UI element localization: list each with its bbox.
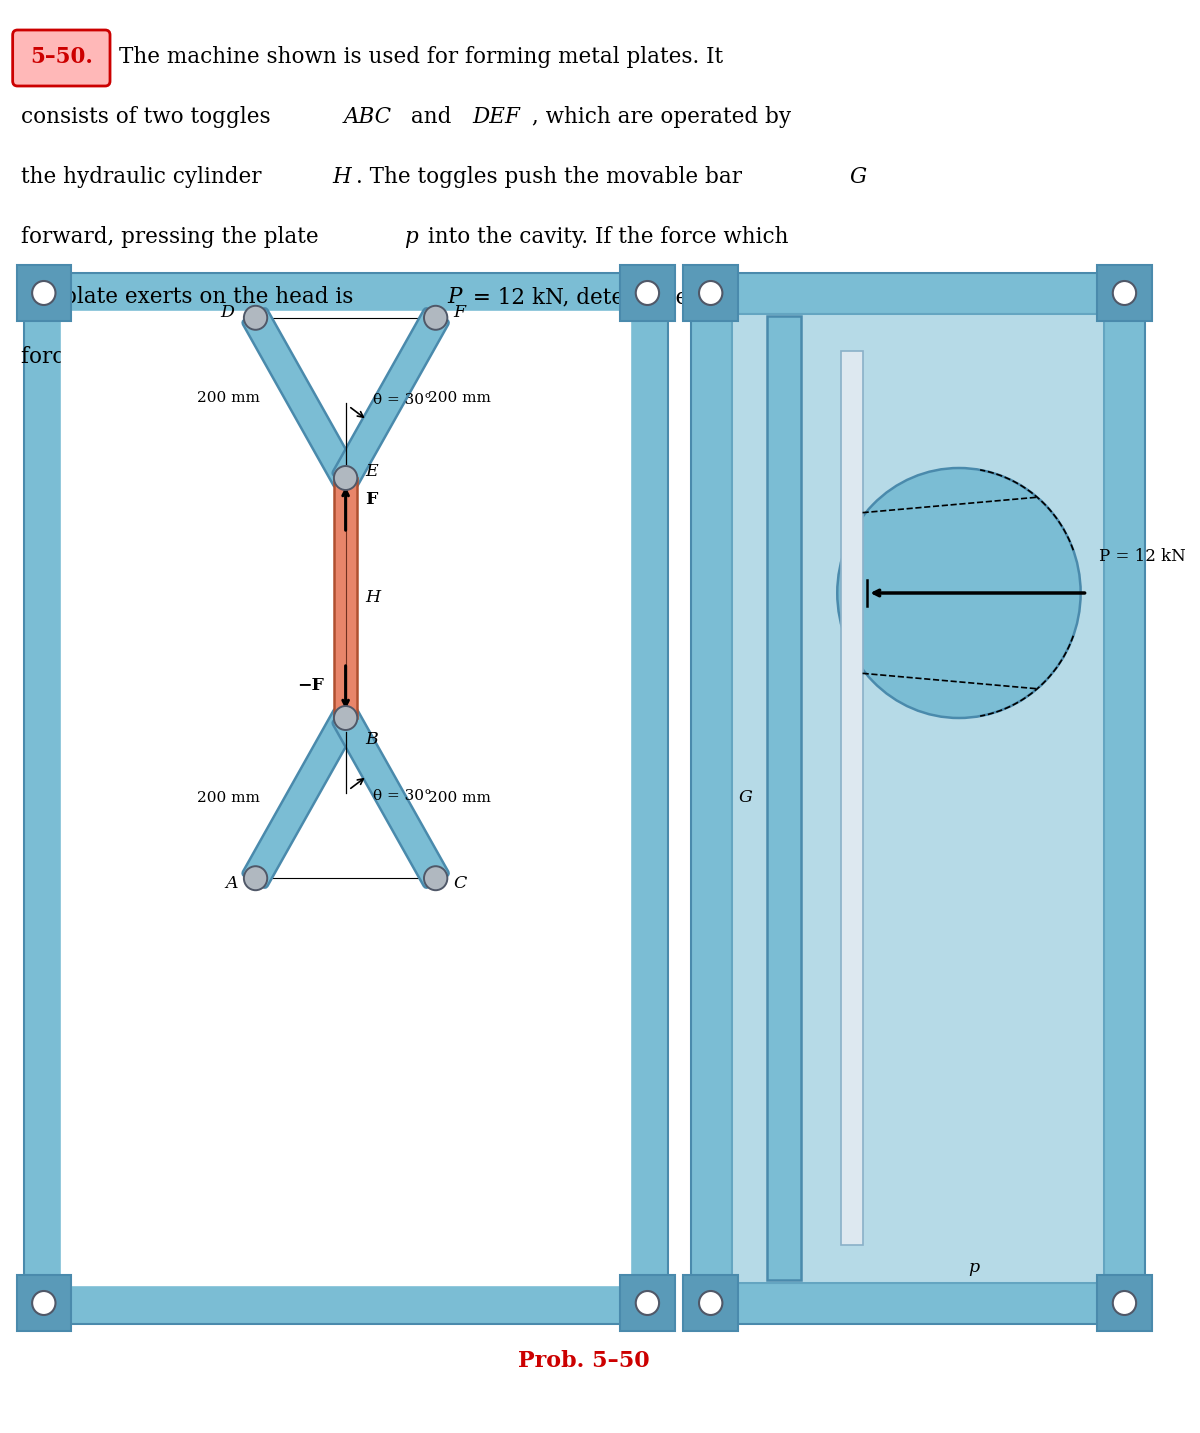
FancyBboxPatch shape xyxy=(332,308,449,487)
Text: the hydraulic cylinder: the hydraulic cylinder xyxy=(22,166,269,188)
Text: B: B xyxy=(365,731,378,748)
Text: forward, pressing the plate: forward, pressing the plate xyxy=(22,226,326,248)
FancyBboxPatch shape xyxy=(242,708,359,887)
Text: 200 mm: 200 mm xyxy=(197,791,259,805)
Circle shape xyxy=(636,1291,659,1315)
Text: G: G xyxy=(739,790,752,807)
Text: p: p xyxy=(968,1258,980,1275)
Bar xyxy=(1097,265,1152,321)
Text: Prob. 5–50: Prob. 5–50 xyxy=(518,1350,650,1371)
FancyBboxPatch shape xyxy=(13,30,110,86)
Text: into the cavity. If the force which: into the cavity. If the force which xyxy=(421,226,788,248)
Text: 200 mm: 200 mm xyxy=(427,391,491,406)
Circle shape xyxy=(700,1291,722,1315)
Text: C: C xyxy=(454,874,467,891)
Circle shape xyxy=(700,281,722,305)
Bar xyxy=(841,351,863,1245)
Text: 5–50.: 5–50. xyxy=(30,46,92,67)
Text: The machine shown is used for forming metal plates. It: The machine shown is used for forming me… xyxy=(119,46,722,67)
Text: = 12 kN, determine the: = 12 kN, determine the xyxy=(466,287,730,308)
Text: A: A xyxy=(226,874,238,891)
Text: F: F xyxy=(454,304,466,321)
Text: . The toggles push the movable bar: . The toggles push the movable bar xyxy=(355,166,749,188)
Text: F: F xyxy=(365,492,378,509)
Text: F: F xyxy=(101,345,115,368)
Text: 200 mm: 200 mm xyxy=(427,791,491,805)
Text: p: p xyxy=(404,226,418,248)
Circle shape xyxy=(32,1291,55,1315)
FancyBboxPatch shape xyxy=(332,708,449,887)
Text: , which are operated by: , which are operated by xyxy=(533,106,792,128)
FancyBboxPatch shape xyxy=(242,308,359,487)
Circle shape xyxy=(334,466,358,490)
Text: ABC: ABC xyxy=(343,106,391,128)
Circle shape xyxy=(334,706,358,729)
Bar xyxy=(620,265,674,321)
Text: H: H xyxy=(332,166,350,188)
Text: E: E xyxy=(365,463,378,480)
Circle shape xyxy=(1112,281,1136,305)
Text: θ = 30°: θ = 30° xyxy=(373,790,432,802)
Bar xyxy=(17,1275,71,1331)
Circle shape xyxy=(244,305,268,330)
Text: consists of two toggles: consists of two toggles xyxy=(22,106,278,128)
Bar xyxy=(334,479,358,718)
Circle shape xyxy=(32,281,55,305)
Bar xyxy=(1097,1275,1152,1331)
Circle shape xyxy=(636,281,659,305)
Text: DEF: DEF xyxy=(473,106,520,128)
Text: and: and xyxy=(404,106,458,128)
Text: in the hydraulic cylinder when θ = 30°.: in the hydraulic cylinder when θ = 30°. xyxy=(119,345,557,368)
Circle shape xyxy=(244,866,268,890)
Bar xyxy=(17,265,71,321)
Text: P: P xyxy=(448,287,462,308)
Text: H: H xyxy=(365,589,380,606)
Text: −F: −F xyxy=(298,678,324,695)
Text: the plate exerts on the head is: the plate exerts on the head is xyxy=(22,287,361,308)
Text: θ = 30°: θ = 30° xyxy=(373,393,432,407)
Text: G: G xyxy=(850,166,866,188)
Bar xyxy=(620,1275,674,1331)
Bar xyxy=(684,1275,738,1331)
Bar xyxy=(767,317,800,1280)
Text: 200 mm: 200 mm xyxy=(197,391,259,406)
Circle shape xyxy=(424,866,448,890)
Circle shape xyxy=(1112,1291,1136,1315)
Text: force: force xyxy=(22,345,84,368)
Text: P = 12 kN: P = 12 kN xyxy=(1099,547,1186,565)
Circle shape xyxy=(838,469,1081,718)
Circle shape xyxy=(424,305,448,330)
Bar xyxy=(684,265,738,321)
Text: D: D xyxy=(221,304,234,321)
